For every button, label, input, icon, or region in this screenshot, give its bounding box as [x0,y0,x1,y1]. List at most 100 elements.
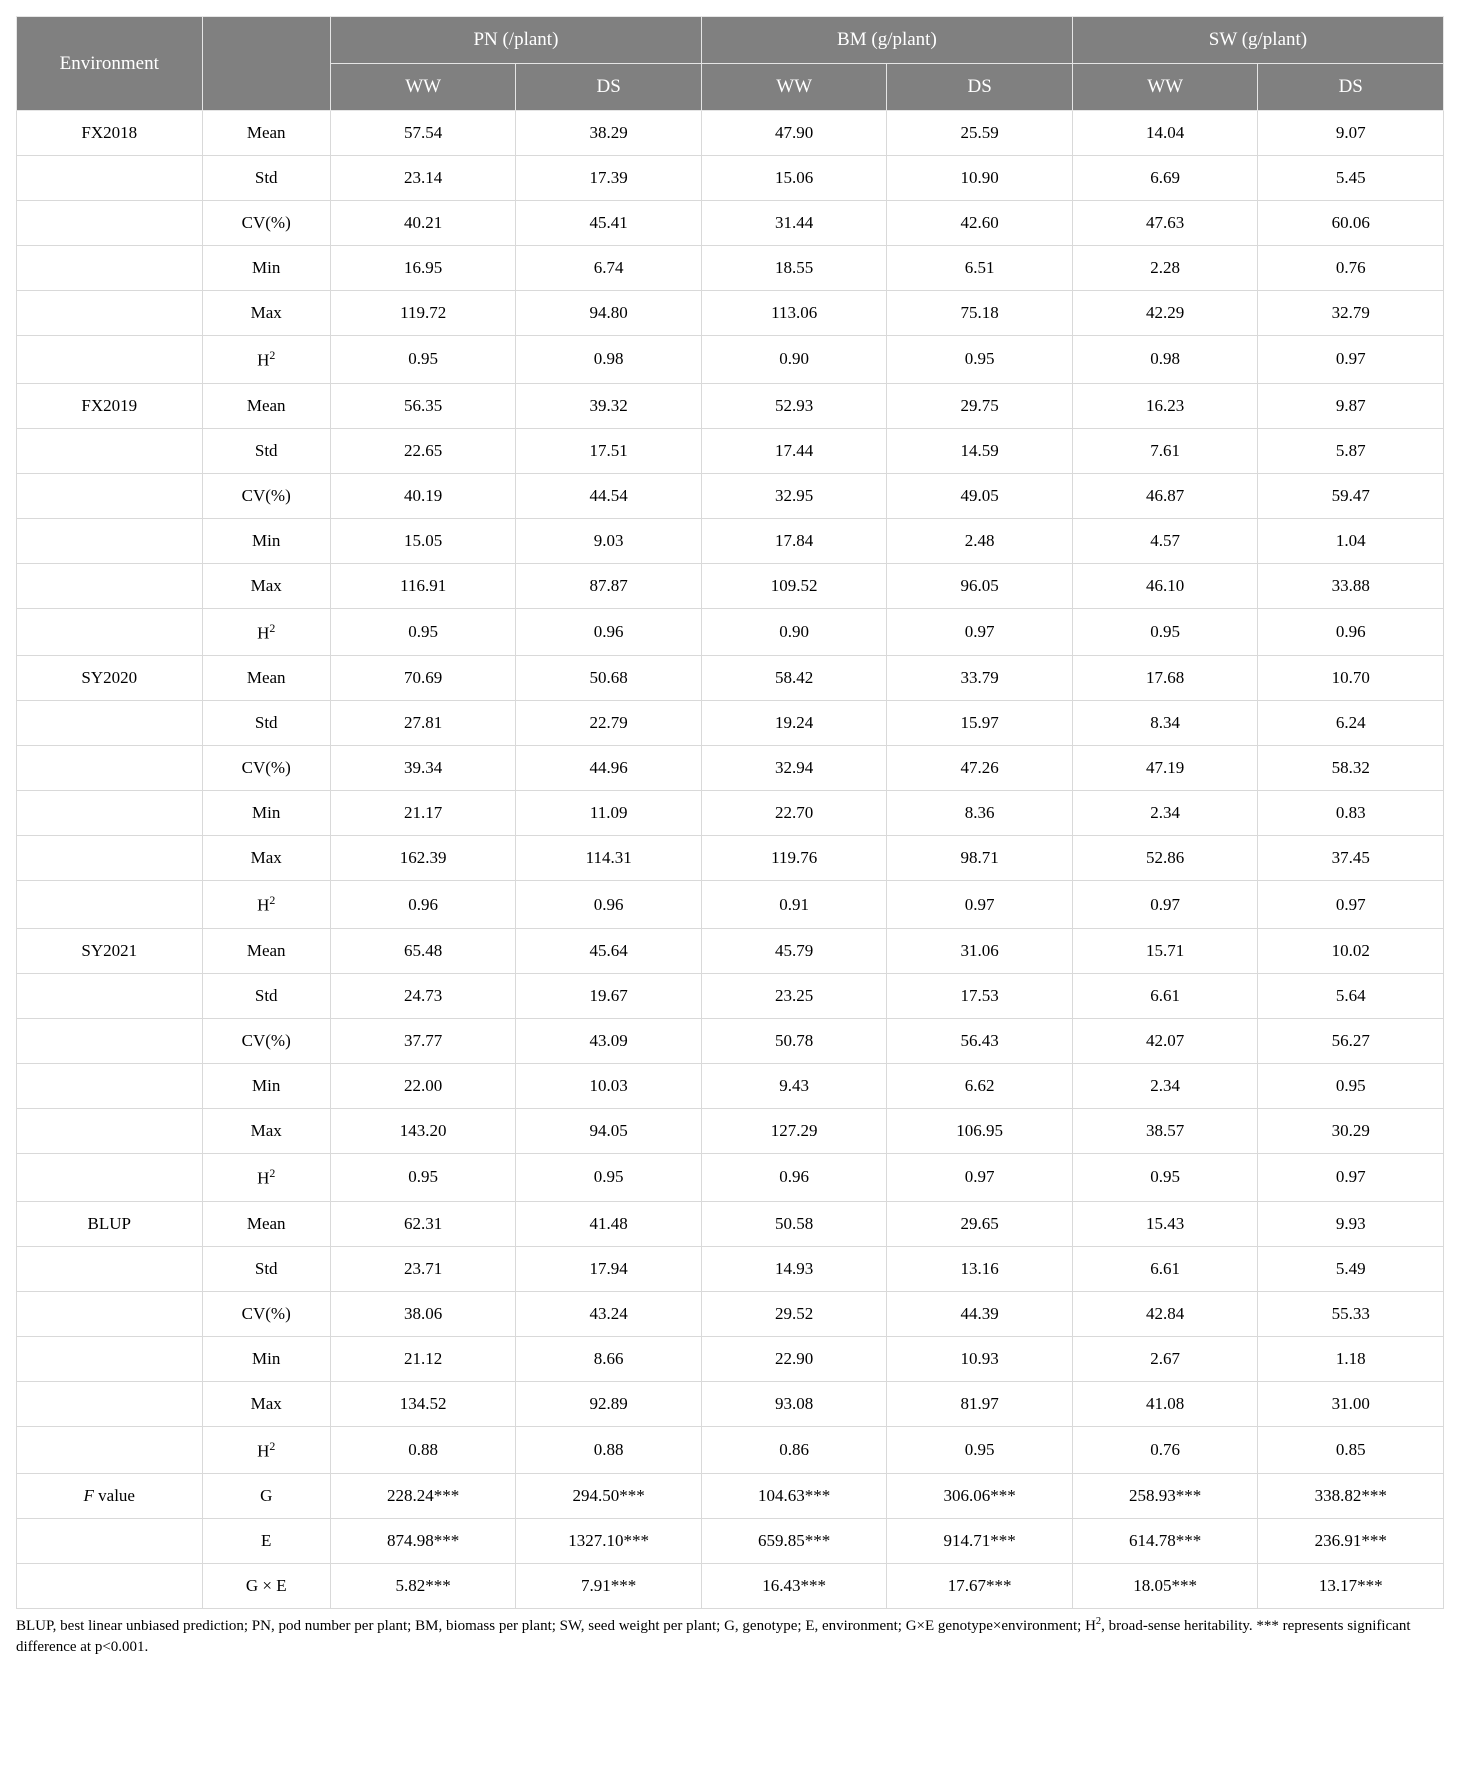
cell-value: 16.95 [330,246,516,291]
cell-value: 5.45 [1258,156,1444,201]
cell-value: 0.91 [701,881,887,929]
cell-value: 13.17*** [1258,1564,1444,1609]
table-row: E874.98***1327.10***659.85***914.71***61… [17,1519,1444,1564]
cell-value: 47.26 [887,746,1073,791]
cell-value: 0.88 [330,1426,516,1474]
cell-environment [17,836,203,881]
cell-value: 10.90 [887,156,1073,201]
cell-environment [17,1336,203,1381]
cell-value: 0.88 [516,1426,702,1474]
cell-value: 41.08 [1072,1381,1258,1426]
cell-value: 22.65 [330,428,516,473]
cell-value: 39.32 [516,383,702,428]
cell-value: 29.75 [887,383,1073,428]
cell-environment [17,1063,203,1108]
cell-value: 10.70 [1258,656,1444,701]
cell-value: 44.96 [516,746,702,791]
cell-stat-label: H2 [202,336,330,384]
table-row: Std22.6517.5117.4414.597.615.87 [17,428,1444,473]
cell-value: 56.43 [887,1018,1073,1063]
cell-value: 75.18 [887,291,1073,336]
cell-value: 306.06*** [887,1474,1073,1519]
cell-value: 24.73 [330,973,516,1018]
cell-value: 23.25 [701,973,887,1018]
header-sub: WW [701,64,887,111]
cell-value: 8.36 [887,791,1073,836]
cell-value: 31.06 [887,928,1073,973]
cell-environment [17,608,203,656]
cell-environment [17,1246,203,1291]
cell-value: 40.19 [330,473,516,518]
cell-value: 6.69 [1072,156,1258,201]
cell-value: 52.86 [1072,836,1258,881]
cell-value: 2.67 [1072,1336,1258,1381]
cell-environment [17,881,203,929]
cell-value: 21.12 [330,1336,516,1381]
table-row: CV(%)37.7743.0950.7856.4342.0756.27 [17,1018,1444,1063]
cell-stat-label: E [202,1519,330,1564]
cell-value: 49.05 [887,473,1073,518]
cell-value: 0.96 [516,608,702,656]
cell-environment [17,201,203,246]
cell-value: 45.79 [701,928,887,973]
cell-value: 2.34 [1072,1063,1258,1108]
header-sub: WW [330,64,516,111]
cell-value: 46.10 [1072,563,1258,608]
cell-value: 30.29 [1258,1108,1444,1153]
cell-stat-label: Std [202,428,330,473]
cell-value: 42.60 [887,201,1073,246]
cell-value: 15.71 [1072,928,1258,973]
cell-value: 17.84 [701,518,887,563]
cell-stat-label: G [202,1474,330,1519]
table-row: Std23.7117.9414.9313.166.615.49 [17,1246,1444,1291]
cell-value: 9.87 [1258,383,1444,428]
cell-value: 45.64 [516,928,702,973]
cell-value: 7.61 [1072,428,1258,473]
cell-environment [17,1381,203,1426]
table-row: FX2018Mean57.5438.2947.9025.5914.049.07 [17,111,1444,156]
table-row: BLUPMean62.3141.4850.5829.6515.439.93 [17,1201,1444,1246]
table-row: SY2020Mean70.6950.6858.4233.7917.6810.70 [17,656,1444,701]
cell-value: 119.76 [701,836,887,881]
cell-environment [17,1108,203,1153]
cell-stat-label: CV(%) [202,201,330,246]
header-sub: WW [1072,64,1258,111]
cell-value: 6.74 [516,246,702,291]
cell-value: 236.91*** [1258,1519,1444,1564]
cell-stat-label: Max [202,563,330,608]
cell-environment [17,518,203,563]
cell-value: 2.28 [1072,246,1258,291]
cell-value: 10.93 [887,1336,1073,1381]
cell-value: 6.51 [887,246,1073,291]
cell-stat-label: Max [202,291,330,336]
cell-value: 43.24 [516,1291,702,1336]
cell-value: 58.32 [1258,746,1444,791]
cell-value: 13.16 [887,1246,1073,1291]
cell-value: 39.34 [330,746,516,791]
cell-stat-label: CV(%) [202,1018,330,1063]
cell-value: 6.61 [1072,973,1258,1018]
cell-stat-label: CV(%) [202,746,330,791]
cell-stat-label: Std [202,701,330,746]
cell-value: 114.31 [516,836,702,881]
table-row: Max116.9187.87109.5296.0546.1033.88 [17,563,1444,608]
cell-value: 9.07 [1258,111,1444,156]
cell-environment: FX2019 [17,383,203,428]
cell-stat-label: Mean [202,383,330,428]
cell-value: 60.06 [1258,201,1444,246]
cell-value: 119.72 [330,291,516,336]
cell-value: 37.45 [1258,836,1444,881]
cell-environment [17,791,203,836]
cell-environment [17,563,203,608]
table-row: H20.950.950.960.970.950.97 [17,1153,1444,1201]
cell-stat-label: Std [202,1246,330,1291]
cell-stat-label: Mean [202,928,330,973]
cell-value: 0.90 [701,608,887,656]
header-group-bm: BM (g/plant) [701,17,1072,64]
cell-value: 92.89 [516,1381,702,1426]
cell-environment [17,246,203,291]
cell-value: 1.18 [1258,1336,1444,1381]
cell-value: 0.95 [1258,1063,1444,1108]
cell-value: 143.20 [330,1108,516,1153]
cell-value: 0.97 [1258,1153,1444,1201]
